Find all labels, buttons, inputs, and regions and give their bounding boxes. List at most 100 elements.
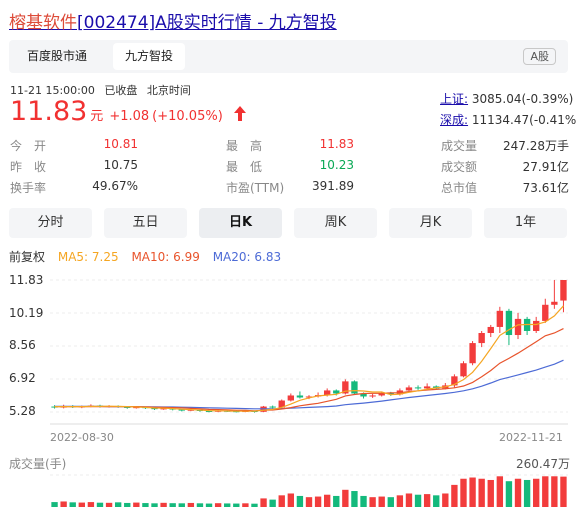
volume-bar — [514, 478, 522, 507]
price-unit: 元 — [90, 109, 104, 124]
candle-body — [133, 407, 140, 409]
candle-body — [451, 376, 458, 386]
volume-bar — [533, 478, 540, 507]
candle-body — [469, 343, 476, 364]
adjust-label[interactable]: 前复权 — [9, 250, 46, 264]
volume-bar — [114, 502, 122, 507]
x-tick-label: 2022-11-21 — [499, 431, 563, 444]
volume-bar — [233, 503, 240, 507]
up-arrow-icon — [233, 106, 246, 121]
candle-body — [296, 395, 304, 398]
candle-body — [478, 333, 485, 344]
index-name: 深成: — [440, 113, 469, 127]
timezone-label: 北京时间 — [146, 84, 191, 97]
volume-bar — [78, 502, 85, 507]
volume-bar — [405, 493, 413, 507]
quote-time: 11-21 15:00:00 — [10, 84, 95, 97]
candle-body — [378, 393, 385, 396]
stat-value: 10.81 — [103, 137, 138, 151]
volume-bar — [423, 494, 431, 507]
candle-body — [287, 395, 295, 401]
ma20-line — [54, 359, 564, 410]
volume-bar — [433, 495, 440, 507]
page-title[interactable]: 榕基软件[002474]A股实时行情 - 九方智投 — [9, 8, 337, 33]
candle-body — [505, 310, 513, 336]
volume-bar — [487, 479, 494, 507]
index-shanghai[interactable]: 上证: 3085.04(-0.39%) — [440, 90, 573, 107]
volume-bar — [387, 497, 394, 507]
stat-item: 市盈(TTM) 391.89 — [226, 179, 354, 195]
volume-bar — [378, 496, 385, 507]
candle-body — [551, 301, 558, 305]
candle-body — [414, 387, 422, 389]
stat-label: 昨 收 — [10, 160, 47, 174]
volume-bar — [551, 476, 558, 507]
volume-bar — [133, 502, 140, 507]
volume-bar — [187, 502, 195, 507]
stat-item: 最 高 11.83 — [226, 137, 354, 153]
stat-item: 换手率 49.67% — [10, 179, 138, 195]
ma20-label: MA20: 6.83 — [212, 250, 282, 264]
volume-bar — [151, 503, 158, 507]
stock-title-link[interactable]: 榕基软件[002474]A股实时行情 - 九方智投 — [9, 13, 337, 33]
ma10-label: MA10: 6.99 — [131, 250, 200, 264]
title-rest: A股实时行情 - 九方智投 — [155, 13, 337, 33]
volume-bar — [178, 503, 185, 507]
volume-bar — [251, 503, 258, 507]
stock-name: 榕基软件 — [9, 13, 77, 33]
volume-bar — [96, 502, 104, 507]
ma5-label: MA5: 7.25 — [57, 250, 119, 264]
volume-bar — [414, 494, 422, 507]
volume-bar — [169, 503, 176, 507]
tab-five-day[interactable]: 五日 — [104, 208, 187, 238]
stat-item: 今 开 10.81 — [10, 137, 138, 153]
volume-bar — [460, 478, 467, 507]
price-change: +1.08 — [109, 109, 150, 124]
tab-weekly-k[interactable]: 周K — [294, 208, 377, 238]
index-value: 11134.47(-0.41%) — [471, 113, 576, 127]
volume-bar — [560, 476, 567, 507]
index-shenzhen[interactable]: 深成: 11134.47(-0.41%) — [440, 111, 576, 128]
candle-body — [342, 381, 349, 394]
tab-daily-k[interactable]: 日K — [199, 208, 282, 238]
volume-bar — [360, 495, 367, 507]
candle-body — [178, 409, 185, 411]
index-value: 3085.04(-0.39%) — [471, 92, 574, 106]
volume-bar — [196, 503, 204, 507]
candle-body — [460, 363, 467, 377]
market-status: 已收盘 — [104, 84, 138, 97]
y-tick-label: 10.19 — [9, 306, 44, 320]
candle-body — [487, 326, 494, 334]
stat-label: 成交额 — [441, 160, 478, 174]
volume-bar — [369, 497, 376, 507]
quote-timebar: 11-21 15:00:00 已收盘 北京时间 — [10, 82, 191, 98]
volume-title: 成交量(手) — [9, 457, 67, 471]
stat-item: 成交额 27.91亿 — [441, 158, 569, 174]
volume-bar — [205, 503, 213, 507]
stat-item: 最 低 10.23 — [226, 158, 354, 174]
candle-body — [387, 393, 394, 395]
tab-jiufang[interactable]: 九方智投 — [113, 43, 186, 70]
candle-body — [542, 304, 549, 321]
volume-bar — [305, 497, 313, 507]
volume-bar — [51, 502, 58, 507]
volume-bar — [160, 502, 167, 507]
volume-bar — [505, 481, 513, 507]
tab-monthly-k[interactable]: 月K — [389, 208, 472, 238]
volume-bar — [287, 493, 295, 507]
volume-bar — [224, 503, 231, 507]
candle-body — [369, 395, 376, 397]
stat-value: 73.61亿 — [522, 181, 569, 195]
volume-max-label: 260.47万 — [516, 457, 570, 471]
stat-value: 10.23 — [319, 158, 354, 172]
stat-label: 总市值 — [441, 181, 478, 195]
stat-value: 391.89 — [312, 179, 354, 193]
volume-bar — [396, 495, 404, 507]
tab-intraday[interactable]: 分时 — [9, 208, 92, 238]
tab-one-year[interactable]: 1年 — [484, 208, 567, 238]
index-name: 上证: — [440, 92, 469, 106]
tab-baidu-stock[interactable]: 百度股市通 — [27, 49, 88, 63]
volume-bar — [60, 501, 67, 507]
stat-label: 换手率 — [10, 181, 47, 195]
